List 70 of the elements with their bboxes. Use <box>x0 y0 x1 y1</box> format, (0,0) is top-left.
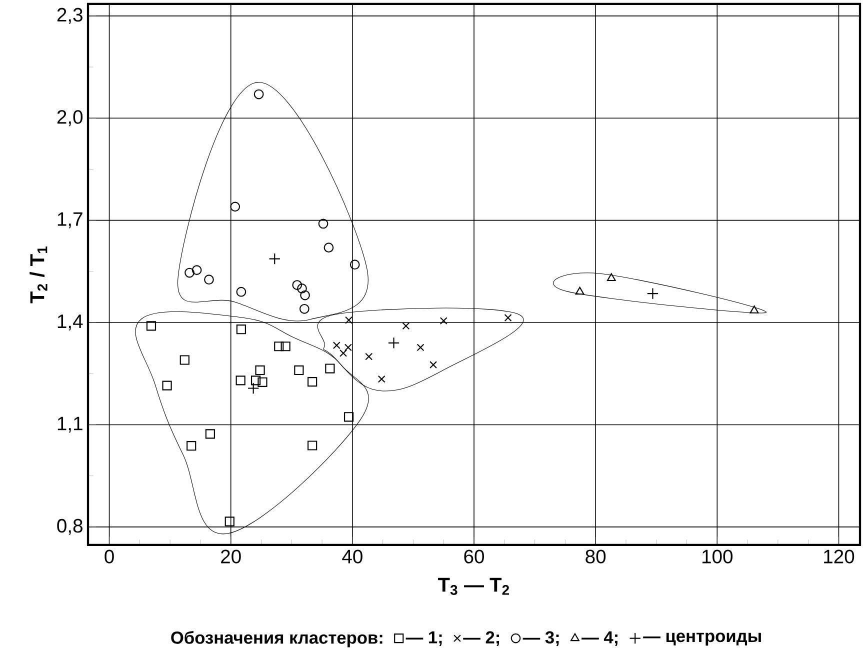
point <box>388 337 400 349</box>
point <box>236 376 246 386</box>
x-tick-label: 20 <box>221 550 241 564</box>
x-tick-label: 120 <box>824 550 854 564</box>
x-tick-label: 80 <box>586 550 606 564</box>
point <box>750 306 759 314</box>
x-tick-label: 40 <box>342 550 362 564</box>
point <box>255 365 265 376</box>
point <box>300 290 310 300</box>
point <box>324 242 334 253</box>
point <box>254 89 264 100</box>
point <box>365 352 373 360</box>
point <box>430 361 438 369</box>
text: T$_{2}$ / T$_{1}$ <box>30 246 48 304</box>
point <box>606 273 616 282</box>
point <box>186 441 196 451</box>
point <box>280 342 290 352</box>
point <box>378 375 386 383</box>
point <box>308 440 318 450</box>
point <box>344 344 352 352</box>
point <box>299 304 310 314</box>
point <box>340 349 348 357</box>
point <box>308 377 318 387</box>
point <box>192 265 202 275</box>
point <box>236 286 246 297</box>
point <box>332 342 340 350</box>
x-tick-label: 0 <box>104 550 114 564</box>
x-tick-label: 100 <box>702 550 733 564</box>
point <box>416 344 424 352</box>
point <box>294 365 304 376</box>
point <box>504 314 512 322</box>
y-tick-label: 1,7 <box>58 212 82 228</box>
legend-label: — 3; <box>522 631 559 646</box>
point <box>230 202 240 212</box>
point <box>247 382 260 394</box>
y-tick-label: 0,8 <box>57 518 82 535</box>
point <box>268 252 280 265</box>
point <box>440 317 448 325</box>
point <box>205 429 215 439</box>
point <box>250 376 261 386</box>
y-tick-label: 2,3 <box>57 8 82 24</box>
legend-label: — 1; <box>406 631 442 646</box>
point <box>162 380 172 390</box>
text: T$_{3}$ — T$_{2}$ <box>438 578 509 595</box>
point <box>318 218 328 229</box>
point <box>345 316 353 324</box>
point <box>146 321 156 331</box>
point <box>236 324 246 334</box>
legend-title: Обозначения кластеров: <box>171 630 382 648</box>
point <box>224 516 234 526</box>
x-tick-label: 60 <box>464 550 484 564</box>
point <box>297 284 307 294</box>
point <box>646 288 659 300</box>
point <box>292 280 302 290</box>
point <box>258 377 268 387</box>
y-tick-label: 2,0 <box>57 110 83 126</box>
point <box>184 268 194 278</box>
y-tick-label: 1,4 <box>58 314 83 330</box>
point <box>274 342 284 352</box>
legend-label: — 2; <box>463 631 499 646</box>
point <box>575 286 584 295</box>
y-tick-label: 1,1 <box>58 416 82 433</box>
point <box>344 412 354 422</box>
point <box>325 364 335 374</box>
point <box>180 355 190 365</box>
legend-label: — 4; <box>582 631 618 646</box>
point <box>204 274 214 285</box>
point <box>402 322 410 330</box>
point <box>350 260 360 270</box>
legend-label: — центроиды <box>643 632 761 646</box>
